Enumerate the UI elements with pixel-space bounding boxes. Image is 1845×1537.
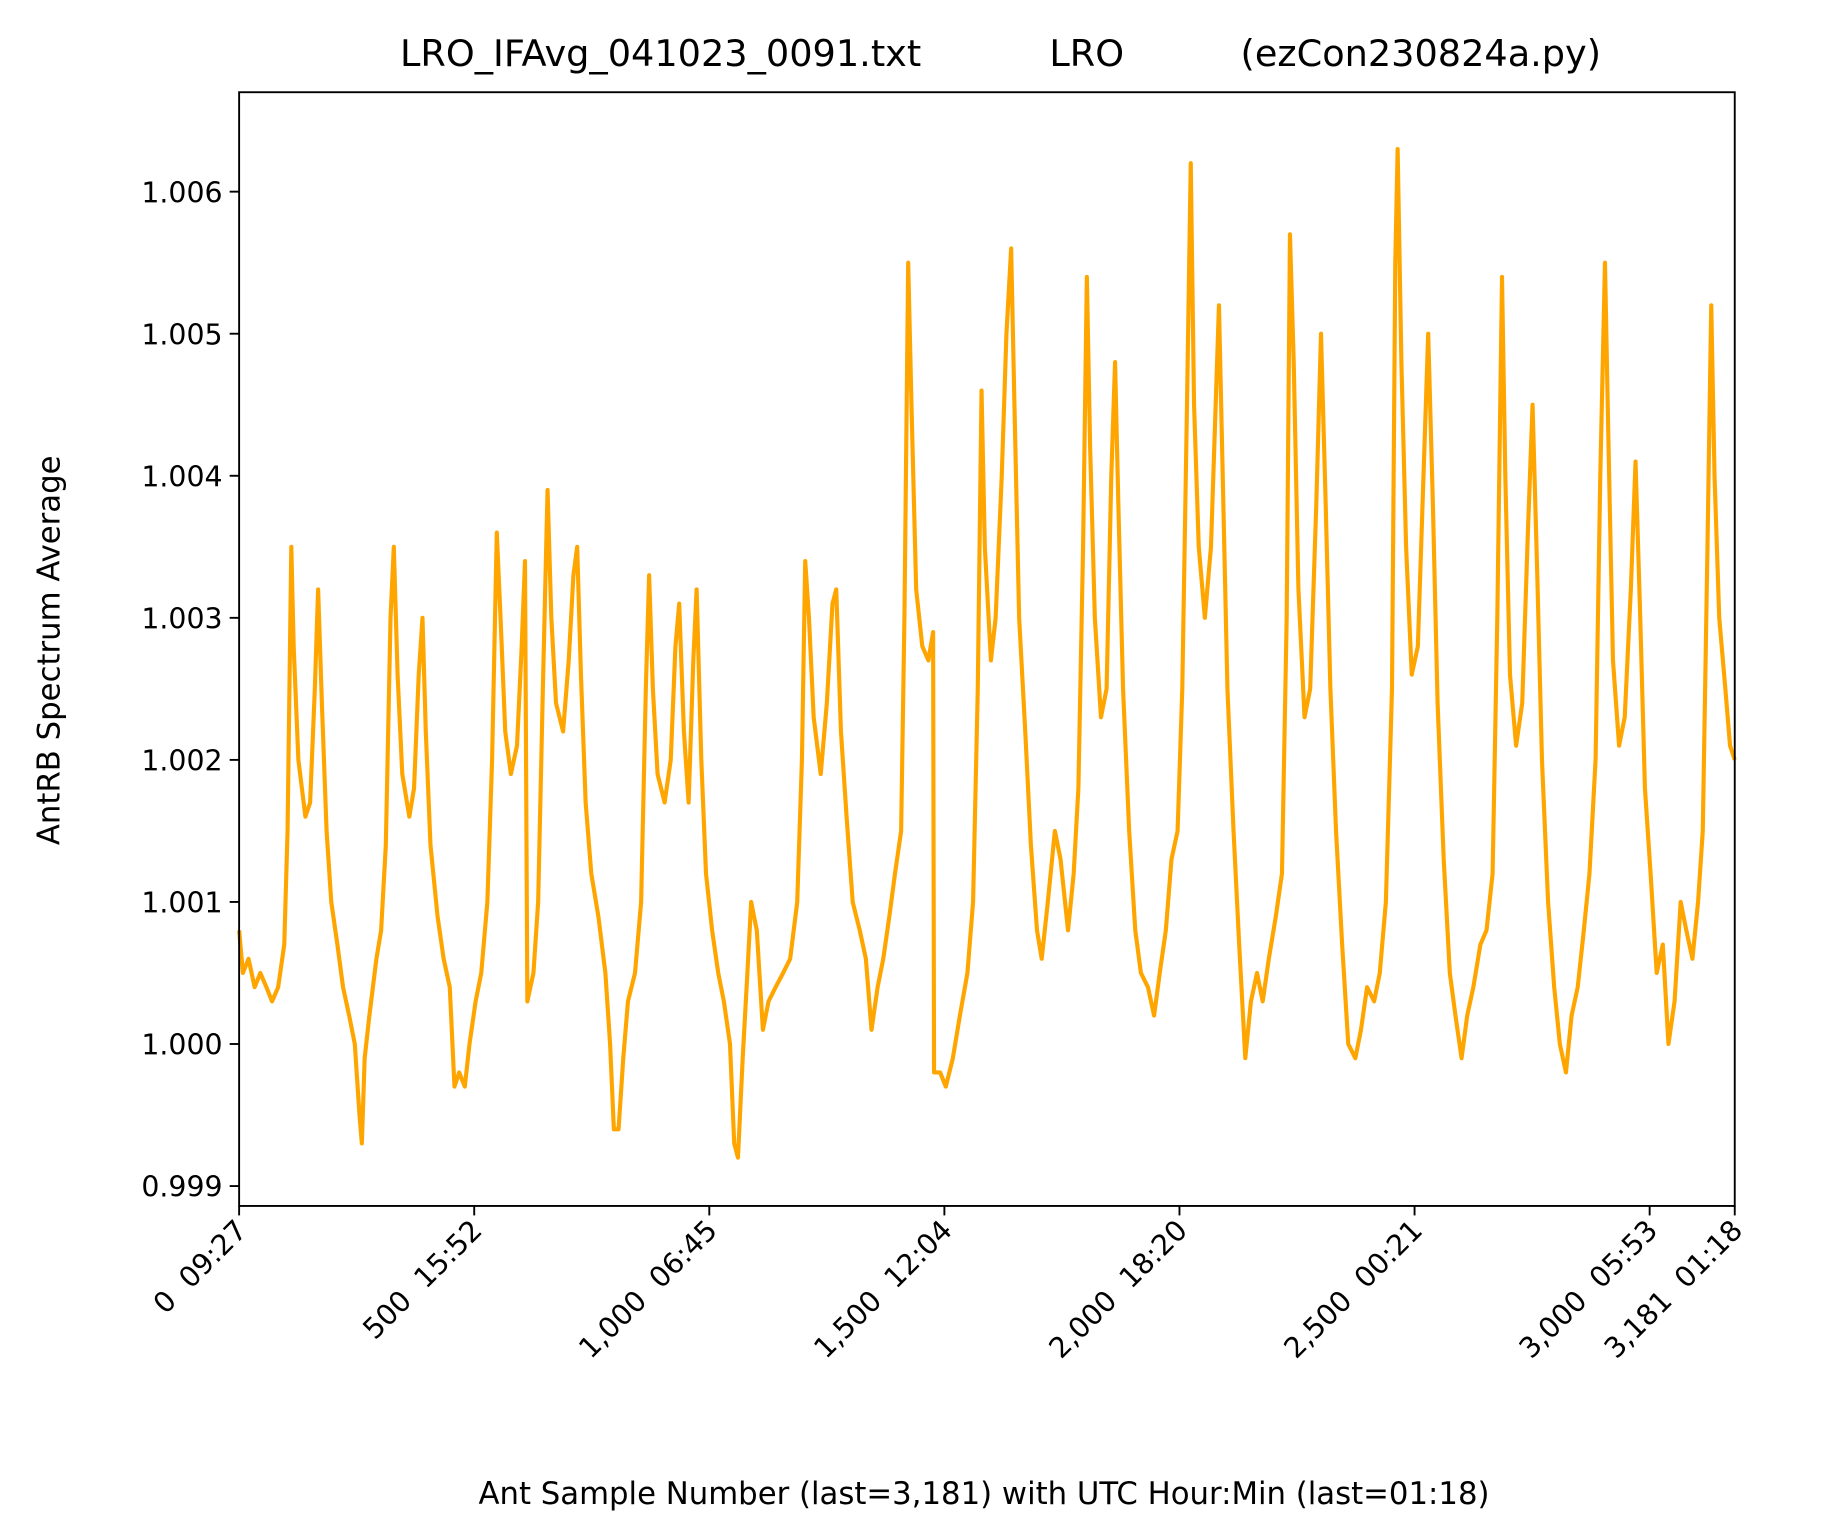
y-axis-label: AntRB Spectrum Average — [31, 455, 67, 845]
y-tick-label: 1.006 — [141, 176, 222, 209]
y-tick-label: 1.004 — [141, 460, 222, 493]
y-tick-label: 1.000 — [141, 1029, 222, 1062]
y-tick-label: 1.005 — [141, 318, 222, 351]
y-tick-label: 1.002 — [141, 745, 222, 778]
y-tick-label: 0.999 — [141, 1171, 222, 1204]
x-axis-label: Ant Sample Number (last=3,181) with UTC … — [478, 1476, 1489, 1512]
plot-frame — [238, 91, 1736, 1207]
y-tick-label: 1.001 — [141, 887, 222, 920]
y-tick-label: 1.003 — [141, 602, 222, 635]
chart-title: LRO_IFAvg_041023_0091.txt LRO (ezCon2308… — [400, 32, 1601, 75]
data-line — [237, 146, 1737, 1160]
